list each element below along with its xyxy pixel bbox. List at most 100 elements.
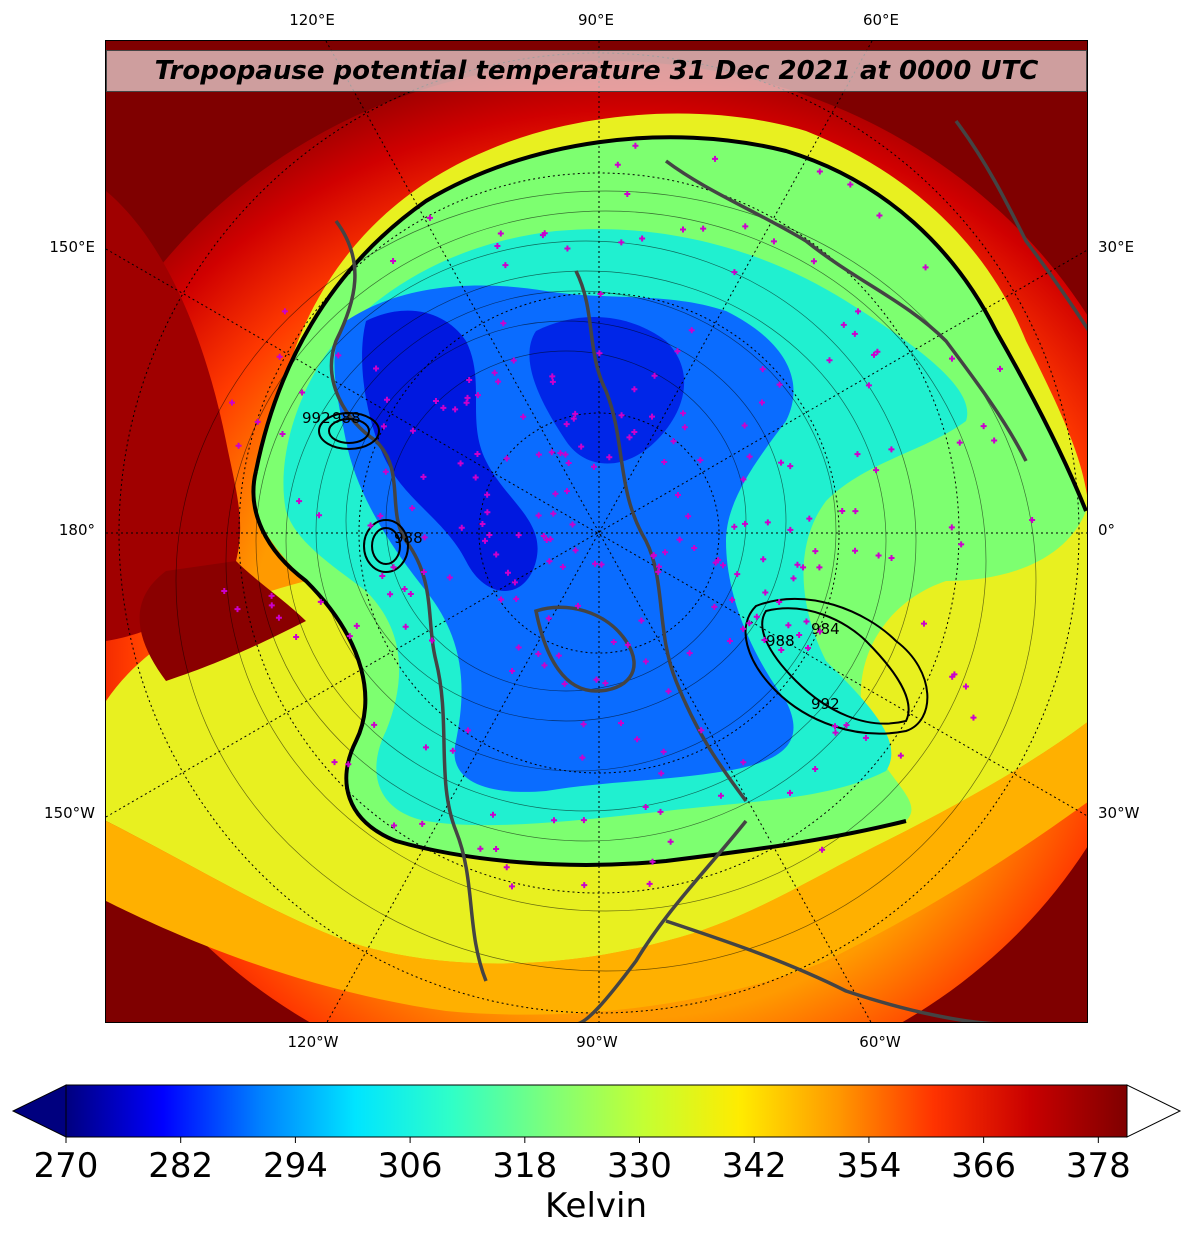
coastlines xyxy=(329,119,1087,1022)
colorbar-gradient xyxy=(65,1084,1128,1138)
station-marker xyxy=(382,468,389,475)
station-marker xyxy=(254,418,261,425)
station-marker xyxy=(958,541,965,548)
station-marker xyxy=(888,555,895,562)
station-marker xyxy=(776,381,783,388)
station-marker xyxy=(970,714,977,721)
station-marker xyxy=(800,564,807,571)
station-marker xyxy=(951,671,958,678)
station-marker xyxy=(373,365,380,372)
colorbar-tick-label: 318 xyxy=(492,1146,558,1186)
station-marker xyxy=(639,235,646,242)
station-marker xyxy=(731,523,738,530)
station-marker xyxy=(790,575,797,582)
station-marker xyxy=(746,620,753,627)
station-marker xyxy=(606,454,613,461)
station-marker xyxy=(484,491,491,498)
station-marker xyxy=(717,792,724,799)
station-marker xyxy=(839,508,846,515)
station-marker xyxy=(787,463,794,470)
station-marker xyxy=(535,451,542,458)
lon-label-bottom-left: 120°W xyxy=(287,1033,339,1051)
station-marker xyxy=(681,424,688,431)
station-marker xyxy=(429,637,436,644)
station-marker xyxy=(562,451,569,458)
colorbar-tick-label: 282 xyxy=(148,1146,214,1186)
station-marker xyxy=(670,438,677,445)
station-marker xyxy=(875,552,882,559)
station-marker xyxy=(472,474,479,481)
station-marker xyxy=(543,536,550,543)
slp-contour-labels: 992 988 988 984 988 992 xyxy=(302,409,840,713)
station-marker xyxy=(826,357,833,364)
station-marker xyxy=(377,512,384,519)
station-marker xyxy=(855,308,862,315)
station-marker xyxy=(980,423,987,430)
station-marker xyxy=(665,688,672,695)
station-marker xyxy=(550,510,557,517)
station-marker xyxy=(642,804,649,811)
station-marker xyxy=(380,423,387,430)
station-marker xyxy=(504,569,511,576)
station-marker xyxy=(391,822,398,829)
station-marker xyxy=(575,602,582,609)
station-marker xyxy=(581,882,588,889)
station-marker xyxy=(796,631,803,638)
colorbar-max-extend xyxy=(1126,1084,1182,1138)
station-marker xyxy=(419,820,426,827)
station-marker xyxy=(847,181,854,188)
station-marker xyxy=(832,723,839,730)
station-marker xyxy=(379,572,386,579)
station-marker xyxy=(331,759,338,766)
station-marker xyxy=(816,168,823,175)
lon-label-top-left: 120°E xyxy=(289,11,335,29)
station-marker xyxy=(235,442,242,449)
station-marker xyxy=(545,615,552,622)
station-marker xyxy=(457,460,464,467)
station-marker xyxy=(674,348,681,355)
station-marker xyxy=(840,321,847,328)
station-marker xyxy=(676,536,683,543)
station-marker xyxy=(760,556,767,563)
colorbar-min-extend xyxy=(11,1084,67,1138)
station-marker xyxy=(559,563,566,570)
station-marker xyxy=(498,596,505,603)
station-marker xyxy=(816,564,823,571)
colorbar-label: Kelvin xyxy=(544,1186,648,1226)
station-marker xyxy=(655,563,662,570)
station-marker xyxy=(317,598,324,605)
station-marker xyxy=(991,437,998,444)
potential-temperature-map: 992 988 988 984 988 992 xyxy=(106,41,1087,1022)
station-marker xyxy=(778,459,785,466)
station-marker xyxy=(770,238,777,245)
station-marker xyxy=(642,658,649,665)
station-marker xyxy=(383,396,390,403)
station-marker xyxy=(474,450,481,457)
station-marker xyxy=(500,320,507,327)
station-marker xyxy=(712,155,719,162)
lat-label-right-bottom: 30°W xyxy=(1098,804,1140,822)
station-marker xyxy=(592,560,599,567)
station-marker xyxy=(740,476,747,483)
station-marker xyxy=(806,515,813,522)
station-marker xyxy=(956,439,963,446)
station-marker xyxy=(426,214,433,221)
station-marker xyxy=(580,817,587,824)
station-marker xyxy=(776,598,783,605)
station-marker xyxy=(685,513,692,520)
colorbar-tick-label: 378 xyxy=(1065,1146,1131,1186)
station-marker xyxy=(786,789,793,796)
station-marker xyxy=(753,613,760,620)
station-marker xyxy=(276,353,283,360)
station-marker xyxy=(520,413,527,420)
station-marker xyxy=(296,498,303,505)
station-marker xyxy=(688,327,695,334)
pacific-warm-intrusion xyxy=(106,191,241,641)
station-marker xyxy=(596,350,603,357)
station-marker xyxy=(962,683,969,690)
station-marker xyxy=(546,558,553,565)
station-marker xyxy=(367,522,374,529)
station-marker xyxy=(634,736,641,743)
station-marker xyxy=(580,721,587,728)
station-marker xyxy=(422,744,429,751)
